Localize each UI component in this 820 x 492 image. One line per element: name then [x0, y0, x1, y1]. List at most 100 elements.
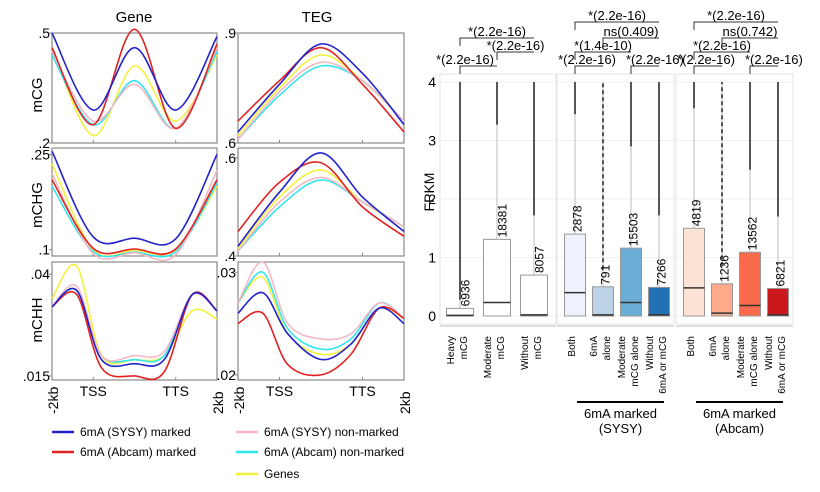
series-line-abcam_marked: [51, 28, 218, 130]
significance-bracket: [602, 37, 659, 46]
series-line-sysy_marked: [51, 32, 218, 111]
line-panel-0: .5 .2: [38, 25, 218, 151]
box: [520, 274, 548, 317]
series-line-abcam_marked: [237, 161, 405, 238]
legend-item: 6mA (Abcam) marked: [52, 445, 196, 459]
x-label-tts: TTS: [349, 383, 375, 399]
y-tick-label: .6: [224, 150, 236, 166]
count-label: 6936: [459, 279, 473, 306]
legend-item: 6mA (SYSY) marked: [52, 425, 191, 439]
category-label: mCG: [533, 336, 544, 360]
x-label-tss: TSS: [266, 383, 293, 399]
panel-title-teg: TEG: [302, 9, 333, 26]
y-tick-label: .9: [224, 25, 236, 41]
category-label: Without: [645, 336, 656, 370]
x-label-tss: TSS: [80, 383, 107, 399]
plot-frame: [51, 147, 218, 257]
box: [767, 288, 789, 317]
significance-bracket: [721, 37, 778, 46]
category-label: Heavy: [446, 336, 457, 364]
legend-label: Genes: [264, 467, 299, 481]
fpkm-tick-label: 2: [428, 191, 436, 207]
plot-frame: [237, 261, 405, 381]
x-label-end: 2kb: [210, 391, 226, 414]
plot-frame: [51, 32, 218, 144]
category-label: Moderate: [736, 336, 747, 379]
significance-label: *(2.2e-16): [436, 52, 494, 67]
significance-bracket: [459, 65, 497, 74]
fpkm-tick-label: 3: [428, 133, 436, 149]
fpkm-tick-label: 4: [428, 74, 436, 90]
legend-label: 6mA (Abcam) marked: [80, 445, 196, 459]
category-label: 6mA: [589, 336, 600, 357]
y-tick-label: .25: [31, 146, 51, 162]
significance-bracket: [574, 51, 631, 60]
group-label: (SYSY): [599, 421, 642, 436]
y-tick-label: .015: [23, 368, 50, 384]
category-label: Moderate: [483, 336, 494, 379]
box: [483, 238, 511, 317]
significance-bracket: [574, 21, 659, 30]
line-panel-1: .9 .6: [224, 25, 405, 151]
series-line-abcam_marked: [51, 179, 218, 255]
line-panel-2: .25 .1: [31, 146, 218, 262]
box: [620, 247, 642, 317]
plot-frame: [237, 147, 405, 257]
category-label: 6mA or mCG: [777, 336, 788, 394]
significance-bracket: [693, 21, 778, 30]
series-line-sysy_marked: [51, 150, 218, 246]
ylabel-fpkm: FPKM: [421, 173, 437, 212]
y-tick-label: .1: [38, 242, 50, 258]
y-tick-label: .03: [217, 264, 237, 280]
significance-bracket: [749, 65, 778, 74]
fpkm-tick-label: 0: [428, 308, 436, 324]
box: [739, 251, 761, 317]
x-label-tts: TTS: [163, 383, 189, 399]
significance-label: *(2.2e-16): [745, 52, 803, 67]
y-tick-label: .6: [224, 135, 236, 151]
series-line-abcam_marked: [237, 46, 405, 133]
fpkm-tick-label: 1: [428, 250, 436, 266]
legend-label: 6mA (SYSY) marked: [80, 425, 191, 439]
series-line-sysy_nonmarked: [237, 261, 405, 341]
line-panel-3: .6 .4: [224, 147, 405, 264]
category-label: mCG: [459, 336, 470, 360]
box: [648, 286, 670, 317]
series-line-sysy_marked: [237, 43, 405, 133]
significance-bracket: [574, 65, 603, 74]
legend-item: 6mA (Abcam) non-marked: [236, 445, 404, 459]
group-label: (Abcam): [715, 421, 764, 436]
category-label: Both: [567, 336, 578, 357]
legend-label: 6mA (SYSY) non-marked: [264, 425, 399, 439]
plot-frame: [237, 32, 405, 144]
significance-label: *(2.2e-16): [707, 8, 765, 23]
category-label: Without: [764, 336, 775, 370]
series-line-sysy_nonmarked: [237, 176, 405, 252]
series-line-sysy_nonmarked: [51, 47, 218, 130]
x-label-start: -2kb: [45, 387, 61, 414]
count-label: 791: [599, 264, 613, 284]
significance-label: *(2.2e-16): [588, 8, 646, 23]
x-label-start: -2kb: [231, 387, 247, 414]
ylabel-mcg: mCG: [29, 78, 46, 113]
box: [564, 233, 586, 317]
line-panel-5: .03 .02 -2kb TSS TTS 2kb: [217, 261, 413, 414]
y-tick-label: .04: [31, 266, 51, 282]
legend-label: 6mA (Abcam) non-marked: [264, 445, 404, 459]
significance-label: ns(0.409): [604, 24, 659, 39]
group-label: 6mA marked: [703, 406, 776, 421]
plot-frame: [51, 261, 218, 381]
series-line-sysy_nonmarked: [237, 61, 405, 140]
category-label: Moderate: [617, 336, 628, 379]
significance-bracket: [496, 51, 534, 60]
count-label: 15503: [627, 212, 641, 246]
series-line-sysy_marked: [237, 152, 405, 247]
legend: 6mA (SYSY) marked 6mA (Abcam) marked 6mA (…: [52, 425, 404, 481]
significance-bracket: [630, 65, 659, 74]
count-label: 13562: [746, 217, 760, 251]
box: [683, 227, 705, 317]
significance-label: *(2.2e-16): [468, 24, 526, 39]
series-line-sysy_marked: [237, 291, 405, 361]
significance-label: *(2.2e-16): [487, 38, 545, 53]
